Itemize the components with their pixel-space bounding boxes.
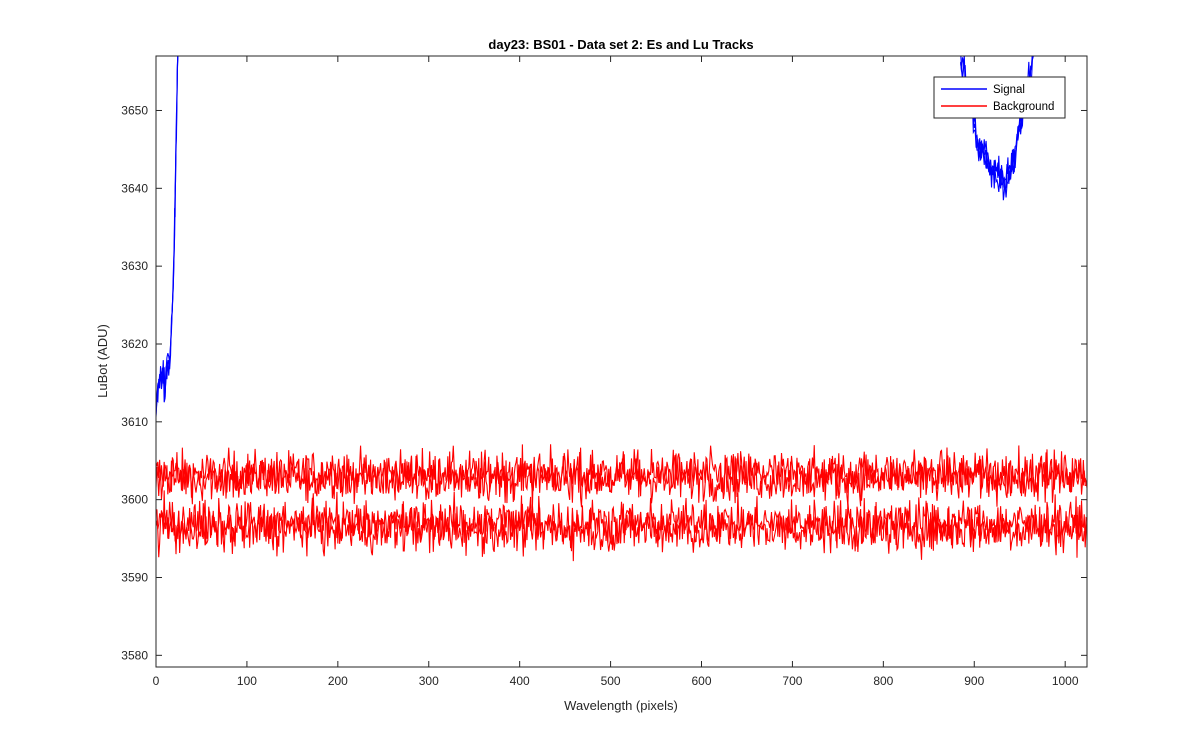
y-tick-label: 3620	[121, 337, 148, 351]
legend-box	[933, 76, 1066, 119]
plot-area	[156, 56, 1087, 667]
x-tick-label: 100	[237, 674, 257, 688]
x-tick-label: 600	[691, 674, 711, 688]
x-tick-label: 200	[328, 674, 348, 688]
background-series-line-1	[156, 444, 1087, 505]
y-axis-label: LuBot (ADU)	[95, 324, 110, 398]
axes-box	[155, 55, 1088, 668]
x-tick-label: 300	[419, 674, 439, 688]
x-tick-label: 0	[153, 674, 160, 688]
y-tick-label: 3590	[121, 570, 148, 584]
y-tick-label: 3610	[121, 415, 148, 429]
x-tick-label: 900	[964, 674, 984, 688]
x-axis-label: Wavelength (pixels)	[564, 698, 678, 713]
chart-title: day23: BS01 - Data set 2: Es and Lu Trac…	[488, 37, 753, 52]
y-tick-label: 3640	[121, 181, 148, 195]
x-tick-label: 700	[782, 674, 802, 688]
x-tick-label: 1000	[1052, 674, 1079, 688]
legend-label-signal: Signal	[993, 84, 1025, 96]
x-tick-label: 800	[873, 674, 893, 688]
y-tick-label: 3630	[121, 259, 148, 273]
legend: Signal Background	[933, 76, 1066, 119]
y-tick-label: 3600	[121, 493, 148, 507]
background-series-line-2	[156, 444, 1087, 509]
background-series-line-4	[156, 491, 1087, 562]
signal-series-line-1	[156, 56, 179, 401]
x-tick-label: 400	[510, 674, 530, 688]
y-tick-label: 3650	[121, 103, 148, 117]
x-tick-label: 500	[601, 674, 621, 688]
legend-label-background: Background	[993, 101, 1054, 113]
y-tick-label: 3580	[121, 648, 148, 662]
